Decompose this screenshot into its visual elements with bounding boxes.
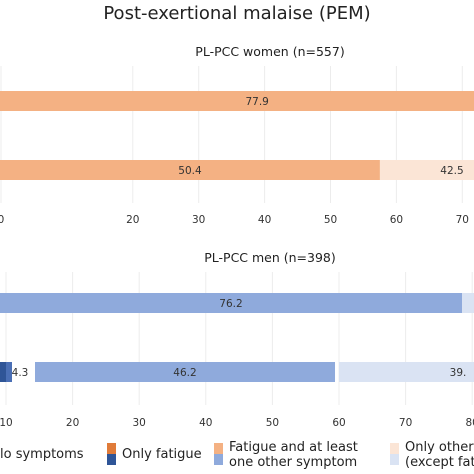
legend-item: Only fatigue xyxy=(107,443,202,465)
chart-title: Post-exertional malaise (PEM) xyxy=(103,3,370,24)
panel-subtitle: PL-PCC men (n=398) xyxy=(204,250,336,265)
bar-segment xyxy=(339,362,474,382)
bar-segment xyxy=(0,362,6,382)
legend-swatch xyxy=(107,454,116,465)
panel-subtitle: PL-PCC women (n=557) xyxy=(195,44,344,59)
bar-segment xyxy=(0,293,462,313)
data-label: 76.2 xyxy=(219,298,242,310)
data-label: 46.2 xyxy=(173,367,196,379)
x-tick-label: 50 xyxy=(324,214,337,226)
legend-label: Fatigue and at least xyxy=(229,440,358,455)
x-tick-label: 0 xyxy=(0,214,4,226)
data-label: 4.3 xyxy=(12,367,29,379)
legend-label: (except fat xyxy=(405,455,474,470)
legend-item: Only other(except fat xyxy=(390,440,474,470)
legend-label: Only fatigue xyxy=(122,447,202,462)
x-tick-label: 70 xyxy=(456,214,469,226)
bar-segment xyxy=(6,362,12,382)
legend-label: one other symptom xyxy=(229,455,357,470)
x-tick-label: 20 xyxy=(126,214,139,226)
legend-swatch xyxy=(107,443,116,454)
x-tick-label: 50 xyxy=(266,417,279,429)
x-tick-label: 80 xyxy=(466,417,474,429)
data-label: 42.5 xyxy=(440,165,463,177)
x-tick-label: 60 xyxy=(332,417,345,429)
bar-segment xyxy=(379,160,474,180)
legend-swatch xyxy=(214,454,223,465)
bar-segment xyxy=(462,293,474,313)
x-tick-label: 30 xyxy=(133,417,146,429)
legend-swatch xyxy=(390,443,399,454)
x-tick-label: 40 xyxy=(258,214,271,226)
x-tick-label: 40 xyxy=(199,417,212,429)
data-label: 50.4 xyxy=(178,165,202,177)
legend-label: lo symptoms xyxy=(0,447,84,462)
x-tick-label: 60 xyxy=(390,214,403,226)
x-tick-label: 70 xyxy=(399,417,412,429)
panel-2: PL-PCC men (n=398) 76.2 4.3 46.2 39. 10 20 30 40… xyxy=(0,250,474,429)
x-tick-label: 30 xyxy=(192,214,205,226)
bar-segment xyxy=(0,160,380,180)
legend-label: Only other xyxy=(405,440,474,455)
legend: lo symptoms Only fatigue Fatigue and at le… xyxy=(0,440,474,470)
x-tick-label: 10 xyxy=(0,417,13,429)
chart-panels: PL-PCC women (n=557) 77.9 50.4 42.5 0 20 30 40 5… xyxy=(0,44,474,429)
data-label: 39. xyxy=(450,367,467,379)
legend-item: lo symptoms xyxy=(0,447,84,462)
legend-swatch xyxy=(214,443,223,454)
x-tick-label: 20 xyxy=(66,417,79,429)
data-label: 77.9 xyxy=(245,96,268,108)
legend-swatch xyxy=(390,454,399,465)
bar-segment xyxy=(0,91,474,111)
bar-segment xyxy=(35,362,336,382)
panel-1: PL-PCC women (n=557) 77.9 50.4 42.5 0 20 30 40 5… xyxy=(0,44,474,226)
